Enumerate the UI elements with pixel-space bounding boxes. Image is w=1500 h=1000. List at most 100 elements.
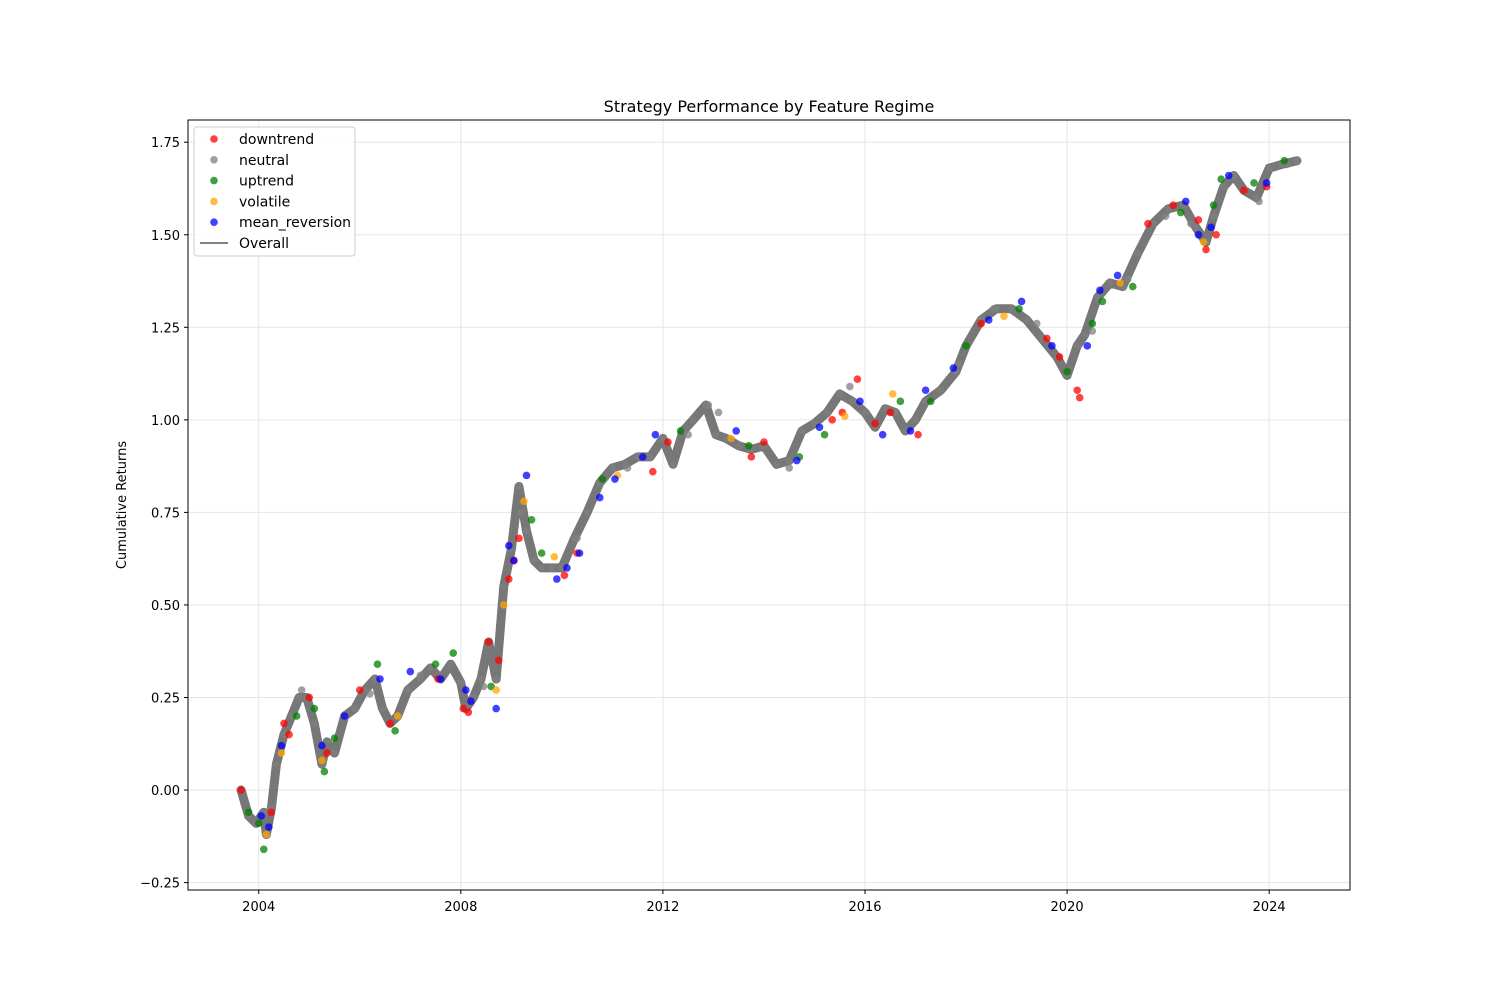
y-tick-label: 0.25 (151, 692, 180, 707)
downtrend-point (285, 730, 293, 739)
overall-point (848, 397, 856, 405)
uptrend-point (926, 397, 935, 406)
chart-title: Strategy Performance by Feature Regime (604, 97, 935, 116)
x-tick-label: 2016 (848, 900, 881, 915)
downtrend-point (560, 571, 569, 580)
y-tick-label: 1.00 (151, 414, 180, 429)
mean_reversion-point (1207, 223, 1215, 232)
mean_reversion-point (906, 427, 915, 435)
uptrend-point (1015, 304, 1023, 313)
uptrend-point (1063, 367, 1071, 376)
x-tick-label: 2020 (1051, 900, 1084, 915)
volatile-point (499, 601, 508, 609)
y-axis: −0.25 0.00 0.25 0.50 0.75 1.00 1.25 1.50 1.75 (140, 136, 188, 892)
legend-label: volatile (239, 194, 290, 210)
overall-point (323, 738, 331, 746)
volatile-point (550, 553, 559, 561)
uptrend-point (896, 397, 905, 406)
mean_reversion-point (277, 741, 286, 750)
y-tick-label: 0.75 (151, 506, 180, 521)
x-tick-label: 2008 (444, 900, 477, 915)
overall-point (492, 675, 500, 683)
overall-point (538, 564, 546, 572)
neutral-point (684, 430, 692, 439)
mean_reversion-point (257, 812, 266, 820)
mean_reversion-point (651, 430, 660, 439)
downtrend-point (355, 686, 364, 694)
uptrend-point (537, 549, 546, 557)
downtrend-point (1202, 245, 1210, 254)
mean_reversion-point (1017, 297, 1026, 306)
mean_reversion-point (505, 541, 513, 550)
mean_reversion-point (732, 427, 740, 435)
neutral-point (297, 686, 306, 694)
mean_reversion-point (575, 549, 584, 557)
neutral-point (1088, 327, 1097, 335)
mean_reversion-point (984, 316, 993, 324)
mean_reversion-point (462, 686, 470, 694)
uptrend-point (1250, 179, 1258, 187)
downtrend-point (914, 430, 922, 439)
x-tick-label: 2004 (242, 900, 275, 915)
volatile-point (520, 497, 528, 506)
overall-point (861, 408, 869, 416)
overall-point (583, 508, 591, 516)
overall-point (530, 557, 538, 565)
overall-point (404, 686, 412, 694)
mean_reversion-point (949, 364, 958, 372)
neutral-point (517, 508, 526, 517)
downtrend-point (515, 534, 523, 543)
uptrend-point (259, 845, 268, 854)
neutral-point (623, 464, 632, 472)
uptrend-point (330, 734, 339, 743)
downtrend-point (1073, 386, 1081, 395)
neutral-point (1032, 319, 1041, 328)
downtrend-point (828, 416, 836, 424)
overall-point (295, 694, 303, 701)
legend-label: neutral (239, 153, 289, 169)
overall-point (1008, 305, 1016, 313)
downtrend-point (1055, 353, 1064, 361)
legend-label: downtrend (239, 132, 314, 148)
overall-point (689, 416, 697, 424)
mean_reversion-point (1048, 342, 1056, 350)
overall-point (937, 386, 945, 394)
mean_reversion-point (611, 475, 619, 483)
mean_reversion-point (1182, 197, 1190, 206)
overall-point (500, 582, 508, 590)
mean_reversion-point (878, 430, 887, 439)
downtrend-point (267, 808, 276, 817)
uptrend-point (1176, 208, 1185, 217)
neutral-point (704, 401, 713, 409)
legend-label: uptrend (239, 174, 294, 190)
overall-point (457, 679, 465, 687)
overall-point (1023, 316, 1031, 324)
overall-point (515, 482, 523, 490)
volatile-point (262, 830, 271, 839)
downtrend-point (1240, 186, 1248, 195)
mean_reversion-point (467, 697, 475, 706)
overall-point (785, 457, 793, 465)
downtrend-point (280, 719, 288, 728)
y-axis-label: Cumulative Returns (115, 441, 130, 569)
uptrend-point (744, 441, 753, 450)
x-tick-label: 2024 (1253, 900, 1286, 915)
volatile-point (277, 749, 286, 757)
overall-point (646, 453, 654, 461)
mean_reversion-point (638, 453, 647, 461)
neutral-point (573, 534, 581, 543)
overall-point (1106, 279, 1114, 287)
x-axis: 2004 2008 2012 2016 2020 2024 (242, 890, 1286, 915)
volatile-point (840, 412, 849, 420)
uptrend-point (391, 727, 399, 735)
downtrend-point (871, 419, 879, 428)
overall-point (1164, 205, 1172, 213)
neutral-point (366, 689, 374, 698)
overall-point (427, 664, 435, 672)
downtrend-point (1212, 230, 1220, 239)
downtrend-point (649, 467, 657, 476)
volatile-point (492, 686, 500, 694)
neutral-point (1255, 197, 1263, 206)
uptrend-point (1280, 156, 1289, 165)
downtrend-point (494, 656, 503, 665)
